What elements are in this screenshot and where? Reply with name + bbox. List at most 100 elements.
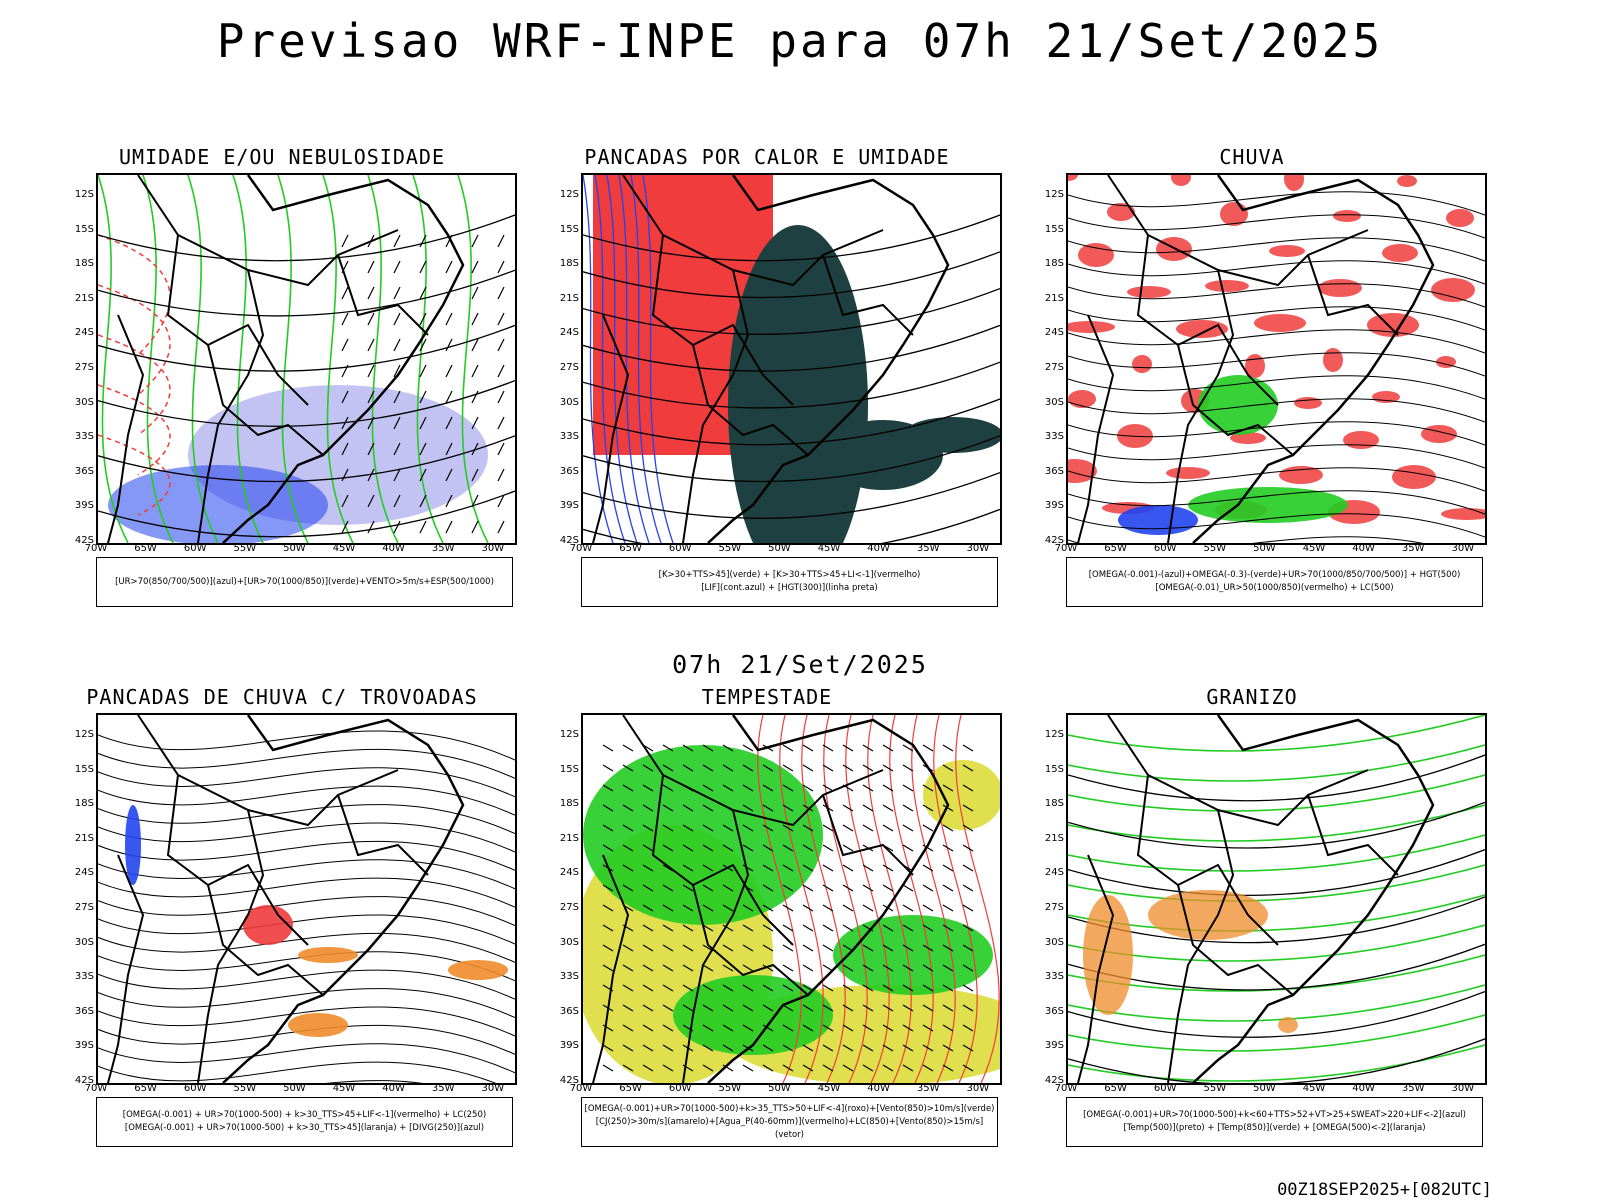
wind-vector	[602, 824, 614, 832]
wind-vector	[962, 864, 974, 872]
latitude-tick-label: 42S	[559, 1075, 579, 1086]
wind-vector	[782, 1004, 794, 1012]
wind-vector	[902, 804, 914, 812]
wind-vector	[393, 442, 401, 456]
wind-vector	[922, 804, 934, 812]
height-300-contour	[583, 214, 1000, 262]
wind-vector	[419, 520, 427, 534]
wind-vector	[802, 1004, 814, 1012]
wind-vector	[471, 286, 479, 300]
wind-vector	[419, 364, 427, 378]
wind-vector	[842, 1064, 854, 1072]
wind-vector	[882, 824, 894, 832]
longitude-tick-label: 35W	[1401, 543, 1425, 554]
wind-vector	[782, 784, 794, 792]
wind-vector	[602, 764, 614, 772]
wind-vector	[722, 784, 734, 792]
thickness-contour	[98, 434, 171, 516]
wind-vector	[722, 884, 734, 892]
wind-vector	[702, 884, 714, 892]
longitude-tick-label: 30W	[1451, 543, 1475, 554]
longitude-tick-label: 65W	[1104, 1083, 1127, 1094]
forecast-map	[581, 173, 1002, 545]
wind-vector	[762, 784, 774, 792]
panel-legend: [OMEGA(-0.001) + UR>70(1000-500) + k>30_…	[96, 1097, 513, 1147]
omega-0.001-area	[1118, 505, 1198, 535]
wind-vector	[642, 804, 654, 812]
legend-line: [OMEGA(-0.001) + UR>70(1000-500) + k>30_…	[122, 1110, 487, 1120]
wind-vector	[419, 468, 427, 482]
humidity-core	[108, 465, 328, 543]
wind-vector	[942, 844, 954, 852]
map-panel: PANCADAS DE CHUVA C/ TROVOADAS 12S 15S 18S 2…	[52, 685, 517, 1160]
wind-vector	[962, 784, 974, 792]
longitude-tick-label: 45W	[332, 543, 356, 554]
latitude-tick-label: 36S	[74, 1005, 94, 1017]
wind-vector	[662, 744, 674, 752]
longitude-tick-label: 60W	[668, 543, 692, 554]
wind-vector	[922, 1004, 934, 1012]
wind-vector	[862, 884, 874, 892]
height-500-streamline	[1068, 375, 1485, 400]
wind-vector	[842, 904, 854, 912]
wind-vector	[622, 804, 634, 812]
wind-vector	[702, 1024, 714, 1032]
wind-vector	[862, 824, 874, 832]
wind-vector	[882, 744, 894, 752]
wind-vector	[782, 744, 794, 752]
wind-vector	[862, 804, 874, 812]
rain-area	[1323, 348, 1343, 372]
rain-area	[1068, 175, 1078, 181]
rain-area	[1397, 175, 1417, 187]
latitude-tick-label: 24S	[1044, 327, 1064, 339]
wind-vector	[802, 964, 814, 972]
temp-850-contour	[1068, 984, 1485, 1022]
wind-vector	[702, 844, 714, 852]
rain-area	[1205, 280, 1249, 292]
lifted-index-contour	[583, 175, 614, 543]
wind-vector	[662, 1004, 674, 1012]
wind-vector	[782, 944, 794, 952]
rain-area	[1068, 321, 1115, 333]
wind-vector	[662, 984, 674, 992]
wind-vector	[393, 364, 401, 378]
rain-area	[1078, 243, 1114, 267]
latitude-tick-label: 42S	[1044, 535, 1064, 546]
precipitable-water-contour	[779, 715, 824, 1083]
wind-vector	[862, 1004, 874, 1012]
latitude-tick-label: 33S	[559, 431, 579, 443]
wind-vector	[742, 924, 754, 932]
wind-vector	[922, 784, 934, 792]
rain-area	[1318, 279, 1362, 297]
wind-vector	[962, 764, 974, 772]
wind-vector	[782, 884, 794, 892]
wind-vector	[742, 944, 754, 952]
wind-vector	[962, 744, 974, 752]
thickness-contour	[98, 234, 171, 356]
wind-vector	[902, 764, 914, 772]
wind-vector	[782, 964, 794, 972]
rain-area	[1230, 432, 1266, 444]
longitude-tick-label: 35W	[916, 543, 940, 554]
border-line	[1177, 344, 1294, 456]
wind-vector	[762, 904, 774, 912]
wind-850-area	[583, 745, 823, 925]
latitude-tick-label: 24S	[559, 867, 579, 879]
wind-vector	[642, 1064, 654, 1072]
longitude-tick-label: 45W	[1302, 1083, 1326, 1094]
longitude-tick-label: 50W	[283, 1083, 306, 1094]
wind-vector	[842, 1004, 854, 1012]
latitude-tick-label: 39S	[559, 500, 579, 512]
legend-line: [OMEGA(-0.001)+UR>70(1000-500)+k>35_TTS>…	[584, 1103, 995, 1114]
longitude-tick-label: 45W	[332, 1083, 356, 1094]
temp-850-contour	[1068, 1044, 1485, 1082]
latitude-tick-label: 24S	[559, 327, 579, 339]
longitude-tick-label: 60W	[183, 1083, 207, 1094]
wind-vector	[419, 442, 427, 456]
wind-vector	[341, 390, 349, 404]
wind-vector	[802, 944, 814, 952]
wind-vector	[642, 884, 654, 892]
wind-vector	[742, 1004, 754, 1012]
wind-vector	[942, 1004, 954, 1012]
wind-vector	[782, 844, 794, 852]
